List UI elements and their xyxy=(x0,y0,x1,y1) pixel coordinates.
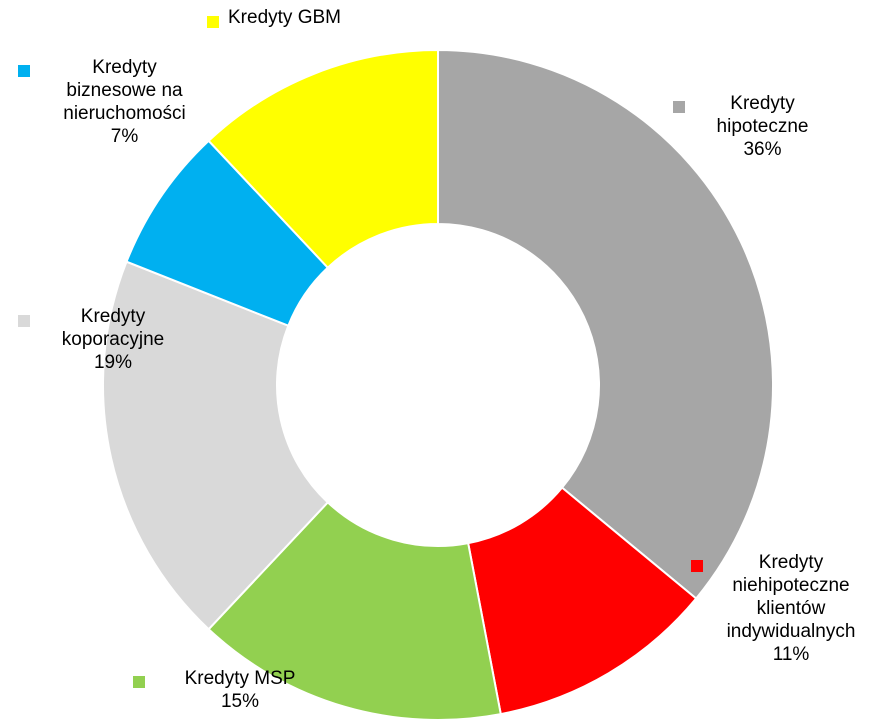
donut-slice xyxy=(437,48,774,600)
donut-slice xyxy=(102,260,330,631)
legend-swatch xyxy=(691,560,703,572)
legend-swatch xyxy=(18,65,30,77)
value-label: 15% xyxy=(220,691,260,712)
slice-label: Kredyty niehipoteczne klientów indywidua… xyxy=(712,551,870,666)
category-label: Kredyty koporacyjne xyxy=(61,306,165,350)
slice-label: Kredyty GBM xyxy=(228,6,428,29)
donut-slice xyxy=(207,500,502,721)
legend-swatch xyxy=(207,16,219,28)
value-label: 7% xyxy=(110,126,139,147)
legend-swatch xyxy=(133,676,145,688)
value-label: 36% xyxy=(743,139,782,160)
category-label: Kredyty hipoteczne xyxy=(716,93,809,137)
category-label: Kredyty biznesowe na nieruchomości xyxy=(63,57,186,124)
category-label: Kredyty MSP xyxy=(184,668,296,689)
legend-swatch xyxy=(673,101,685,113)
slice-label: Kredyty MSP 15% xyxy=(150,667,330,713)
donut-slice xyxy=(207,48,439,270)
value-label: 11% xyxy=(772,644,810,665)
category-label: Kredyty niehipoteczne klientów indywidua… xyxy=(726,552,856,642)
legend-swatch xyxy=(18,315,30,327)
slice-label: Kredyty koporacyjne 19% xyxy=(28,305,198,374)
category-label: Kredyty GBM xyxy=(228,7,341,28)
donut-slice xyxy=(466,486,698,716)
value-label: 19% xyxy=(93,352,133,373)
slice-label: Kredyty biznesowe na nieruchomości 7% xyxy=(62,56,187,148)
slice-label: Kredyty hipoteczne 36% xyxy=(690,92,835,161)
